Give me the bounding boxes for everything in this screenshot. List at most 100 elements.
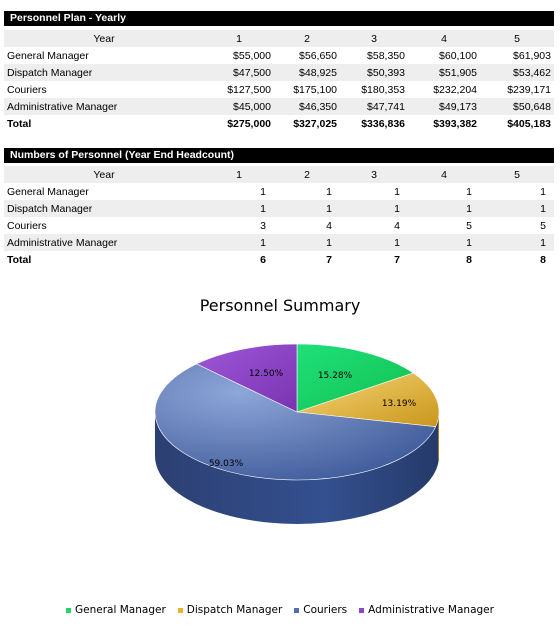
pie-slice-3 xyxy=(195,343,298,413)
cell-value: $51,905 xyxy=(408,64,480,81)
row-label: Administrative Manager xyxy=(4,234,204,251)
cell-value: 1 xyxy=(466,185,472,198)
cell-value: $48,925 xyxy=(274,64,340,81)
personnel-plan-title: Personnel Plan - Yearly xyxy=(4,11,554,26)
year-header-1: 1 xyxy=(204,30,274,47)
row-label: Total xyxy=(7,253,32,266)
cell-value: $58,350 xyxy=(367,49,405,62)
year-header-2: 2 xyxy=(274,30,340,47)
cell-value: 7 xyxy=(326,253,332,266)
legend-item: General Manager xyxy=(66,604,166,616)
legend-label: Dispatch Manager xyxy=(186,604,283,616)
cell-value: 4 xyxy=(326,219,332,232)
cell-value: 3 xyxy=(260,219,266,232)
table-row: Administrative Manager 1 1 1 1 1 xyxy=(4,234,554,251)
cell-value: 1 xyxy=(260,185,266,198)
row-label: Total xyxy=(7,117,32,130)
year-header-4: 4 xyxy=(408,166,480,183)
cell-value: $45,000 xyxy=(204,98,274,115)
cell-value: 7 xyxy=(394,253,400,266)
cell-value: 5 xyxy=(540,219,546,232)
legend-item: Couriers xyxy=(294,604,347,616)
pie-side xyxy=(155,412,439,524)
cell-value: 4 xyxy=(394,219,400,232)
cell-value: $47,500 xyxy=(204,64,274,81)
row-label: Couriers xyxy=(7,219,47,232)
year-header-5: 5 xyxy=(480,166,554,183)
year-header-row: Year 1 2 3 4 5 xyxy=(4,30,554,47)
headcount-title: Numbers of Personnel (Year End Headcount… xyxy=(4,148,554,163)
year-header-row: Year 1 2 3 4 5 xyxy=(4,166,554,183)
legend-swatch xyxy=(359,607,365,613)
cell-value: $232,204 xyxy=(433,83,477,96)
cell-value: 1 xyxy=(480,234,554,251)
total-row: Total 6 7 7 8 8 xyxy=(4,251,554,268)
cell-value: $50,393 xyxy=(340,64,408,81)
row-label: General Manager xyxy=(7,49,89,62)
legend-label: General Manager xyxy=(75,604,166,616)
cell-value: $327,025 xyxy=(293,117,337,130)
cell-value: $336,836 xyxy=(361,117,405,130)
cell-value: $50,648 xyxy=(480,98,554,115)
cell-value: 1 xyxy=(340,200,408,217)
table-row: Administrative Manager $45,000 $46,350 $47,… xyxy=(4,98,554,115)
cell-value: 1 xyxy=(274,234,340,251)
year-header-3: 3 xyxy=(340,30,408,47)
table-row: Dispatch Manager $47,500 $48,925 $50,393 $51… xyxy=(4,64,554,81)
cell-value: $239,171 xyxy=(507,83,551,96)
year-label: Year xyxy=(4,166,204,183)
cell-value: 8 xyxy=(540,253,546,266)
cell-value: $180,353 xyxy=(361,83,405,96)
chart-legend: General Manager Dispatch Manager Couriers A… xyxy=(0,604,560,616)
legend-item: Dispatch Manager xyxy=(177,604,283,616)
legend-label: Couriers xyxy=(303,604,348,616)
cell-value: 1 xyxy=(204,234,274,251)
total-row: Total $275,000 $327,025 $336,836 $393,382 $40… xyxy=(4,115,554,132)
row-label: Dispatch Manager xyxy=(4,200,204,217)
cell-value: $275,000 xyxy=(227,117,271,130)
legend-label: Administrative Manager xyxy=(368,604,494,616)
legend-swatch xyxy=(294,607,300,613)
cell-value: 1 xyxy=(204,200,274,217)
cell-value: 8 xyxy=(466,253,472,266)
cell-value: $405,183 xyxy=(507,117,551,130)
year-header-2: 2 xyxy=(274,166,340,183)
personnel-plan-table: Year 1 2 3 4 5 General Manager $55,000 $56,650 $5… xyxy=(4,30,554,132)
cell-value: $46,350 xyxy=(274,98,340,115)
legend-swatch xyxy=(66,607,72,613)
headcount-table: Year 1 2 3 4 5 General Manager 1 1 1 1 1 Dispatch Ma… xyxy=(4,166,554,268)
pie-label-2: 59.03% xyxy=(209,459,244,469)
table-row: Couriers 3 4 4 5 5 xyxy=(4,217,554,234)
cell-value: 5 xyxy=(466,219,472,232)
year-header-1: 1 xyxy=(204,166,274,183)
pie-label-1: 13.19% xyxy=(382,399,417,409)
table-row: General Manager $55,000 $56,650 $58,350 $60,… xyxy=(4,47,554,64)
cell-value: 1 xyxy=(408,200,480,217)
table-row: General Manager 1 1 1 1 1 xyxy=(4,183,554,200)
row-label: General Manager xyxy=(7,185,89,198)
cell-value: $393,382 xyxy=(433,117,477,130)
cell-value: 1 xyxy=(408,234,480,251)
table-row: Dispatch Manager 1 1 1 1 1 xyxy=(4,200,554,217)
cell-value: $61,903 xyxy=(513,49,551,62)
pie-slice-2 xyxy=(154,363,437,481)
year-label: Year xyxy=(4,30,204,47)
pie-label-0: 15.28% xyxy=(318,371,353,381)
cell-value: 1 xyxy=(340,234,408,251)
cell-value: 6 xyxy=(260,253,266,266)
cell-value: $127,500 xyxy=(227,83,271,96)
cell-value: 1 xyxy=(274,200,340,217)
pie-slice-0 xyxy=(296,343,414,413)
legend-swatch xyxy=(177,607,183,613)
cell-value: 1 xyxy=(480,200,554,217)
cell-value: $55,000 xyxy=(233,49,271,62)
chart-title: Personnel Summary xyxy=(199,296,361,315)
pie-slice-1 xyxy=(296,372,440,428)
year-header-5: 5 xyxy=(480,30,554,47)
row-label: Couriers xyxy=(7,83,47,96)
cell-value: 1 xyxy=(326,185,332,198)
year-header-3: 3 xyxy=(340,166,408,183)
pie-label-3: 12.50% xyxy=(249,369,284,379)
cell-value: 1 xyxy=(540,185,546,198)
